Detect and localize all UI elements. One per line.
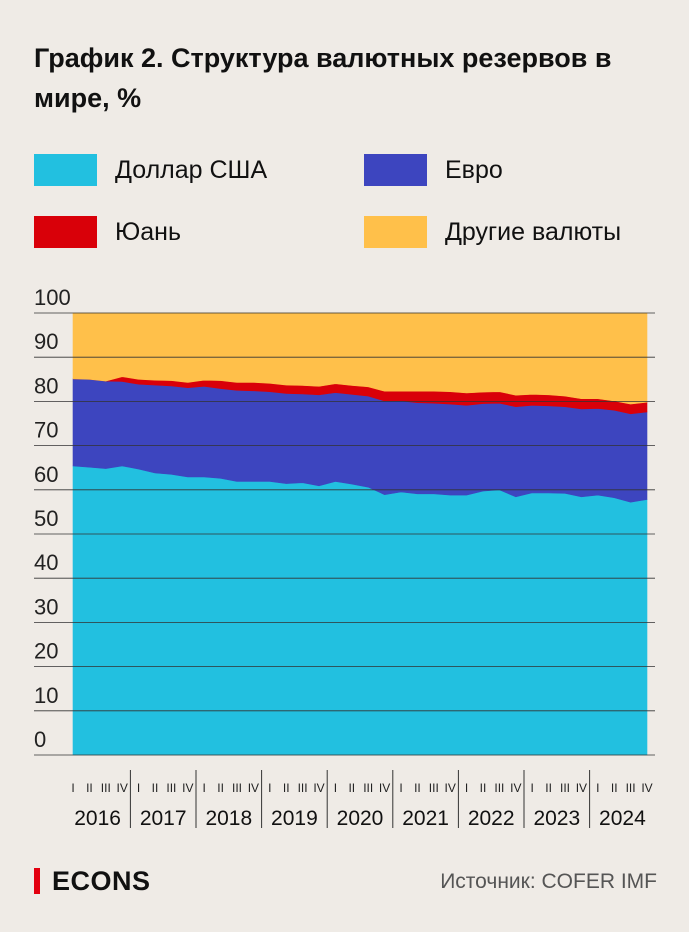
y-tick-label: 60 [34, 462, 58, 487]
quarter-label: IV [379, 781, 390, 795]
quarter-label: I [399, 781, 402, 795]
quarter-label: II [414, 781, 421, 795]
quarter-label: I [137, 781, 140, 795]
quarter-label: III [298, 781, 308, 795]
year-label: 2018 [205, 807, 252, 830]
year-label: 2021 [402, 807, 449, 830]
legend-label-usd: Доллар США [115, 155, 268, 184]
quarter-label: II [86, 781, 93, 795]
logo-bar [34, 868, 40, 894]
legend-label-other: Другие валюты [445, 217, 622, 246]
quarter-label: I [596, 781, 599, 795]
quarter-label: I [531, 781, 534, 795]
legend-item-other: Другие валюты [364, 216, 621, 248]
y-tick-label: 20 [34, 639, 58, 664]
y-tick-label: 40 [34, 550, 58, 575]
quarter-label: IV [510, 781, 521, 795]
y-axis-labels: 0 10 20 30 40 50 60 70 80 90 100 [34, 285, 71, 752]
legend-swatch-eur [364, 154, 427, 186]
quarter-label: I [268, 781, 271, 795]
legend-swatch-other [364, 216, 427, 248]
quarter-label: I [203, 781, 206, 795]
quarter-label: III [560, 781, 570, 795]
y-tick-label: 10 [34, 683, 58, 708]
quarter-label: IV [313, 781, 324, 795]
quarter-label: IV [641, 781, 652, 795]
quarter-label: III [166, 781, 176, 795]
chart-areas [72, 312, 648, 756]
logo-text: ECONS [52, 865, 151, 896]
quarter-label: III [494, 781, 504, 795]
quarter-label: I [334, 781, 337, 795]
quarter-label: II [545, 781, 552, 795]
chart-title: График 2. Структура валютных резервов в … [34, 43, 612, 113]
year-label: 2019 [271, 807, 318, 830]
quarter-label: III [101, 781, 111, 795]
y-tick-label: 90 [34, 329, 58, 354]
y-tick-label: 50 [34, 506, 58, 531]
year-label: 2017 [140, 807, 187, 830]
quarter-label: II [348, 781, 355, 795]
quarter-label: II [217, 781, 224, 795]
econs-logo: ECONS [34, 866, 151, 896]
quarter-label: II [152, 781, 159, 795]
quarter-label: IV [576, 781, 587, 795]
quarter-label: IV [248, 781, 259, 795]
year-label: 2023 [533, 807, 580, 830]
quarter-label: III [363, 781, 373, 795]
legend-swatch-cny [34, 216, 97, 248]
quarter-label: I [71, 781, 74, 795]
year-label: 2024 [599, 807, 646, 830]
y-tick-label: 80 [34, 373, 58, 398]
legend-swatch-usd [34, 154, 97, 186]
legend-item-cny: Юань [34, 216, 181, 248]
quarter-label: IV [117, 781, 128, 795]
legend-label-eur: Евро [445, 155, 503, 184]
y-tick-label: 100 [34, 285, 71, 310]
source-note: Источник: COFER IMF [440, 870, 657, 893]
year-label: 2016 [74, 807, 121, 830]
quarter-label: IV [182, 781, 193, 795]
x-axis: I II III IV I II III IV I II III IV I II III IV I II III IV… [71, 770, 653, 830]
legend-item-eur: Евро [364, 154, 503, 186]
y-tick-label: 30 [34, 594, 58, 619]
year-label: 2022 [468, 807, 515, 830]
quarter-label: I [465, 781, 468, 795]
legend-item-usd: Доллар США [34, 154, 267, 186]
quarter-label: II [283, 781, 290, 795]
quarter-label: III [429, 781, 439, 795]
quarter-label: IV [445, 781, 456, 795]
y-tick-label: 0 [34, 727, 46, 752]
quarter-label: II [611, 781, 618, 795]
quarter-label: II [480, 781, 487, 795]
y-tick-label: 70 [34, 418, 58, 443]
quarter-label: III [626, 781, 636, 795]
area-series-0 [72, 465, 648, 756]
year-label: 2020 [337, 807, 384, 830]
chart-gridlines [34, 312, 655, 756]
legend-label-cny: Юань [115, 217, 181, 246]
quarter-label: III [232, 781, 242, 795]
